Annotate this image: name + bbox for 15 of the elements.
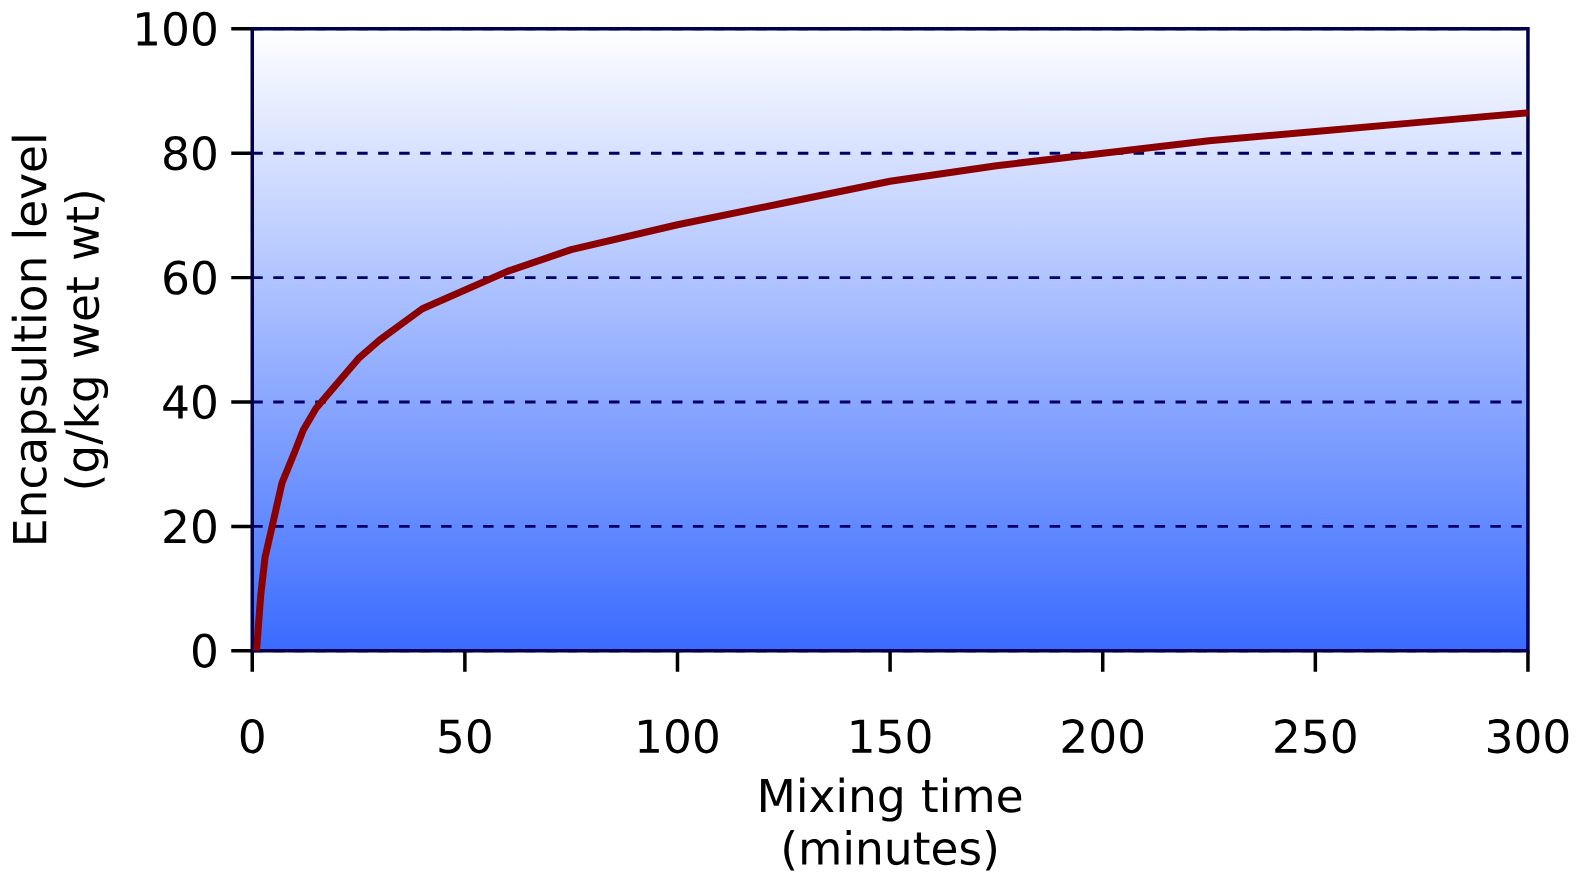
x-tick-label: 150 (851, 719, 931, 754)
x-tick-label: 250 (1275, 719, 1356, 754)
y-tick-label: 20 (164, 509, 216, 544)
y-tick-label: 80 (164, 136, 216, 171)
y-axis-title: Encapsultion level (g/kg wet wt) (11, 136, 109, 543)
y-tick-label: 40 (163, 385, 216, 420)
x-tick-label: 100 (639, 719, 718, 754)
x-tick-label: 300 (1488, 719, 1569, 754)
y-tick-label: 100 (137, 11, 216, 47)
y-tick-label: 60 (164, 260, 216, 296)
x-tick-label: 200 (1062, 719, 1144, 754)
y-tick-label: 0 (193, 633, 216, 669)
x-axis-title: Mixing time (minutes) (761, 777, 1022, 871)
x-tick-label: 50 (439, 719, 491, 754)
x-tick-label: 0 (240, 719, 264, 754)
